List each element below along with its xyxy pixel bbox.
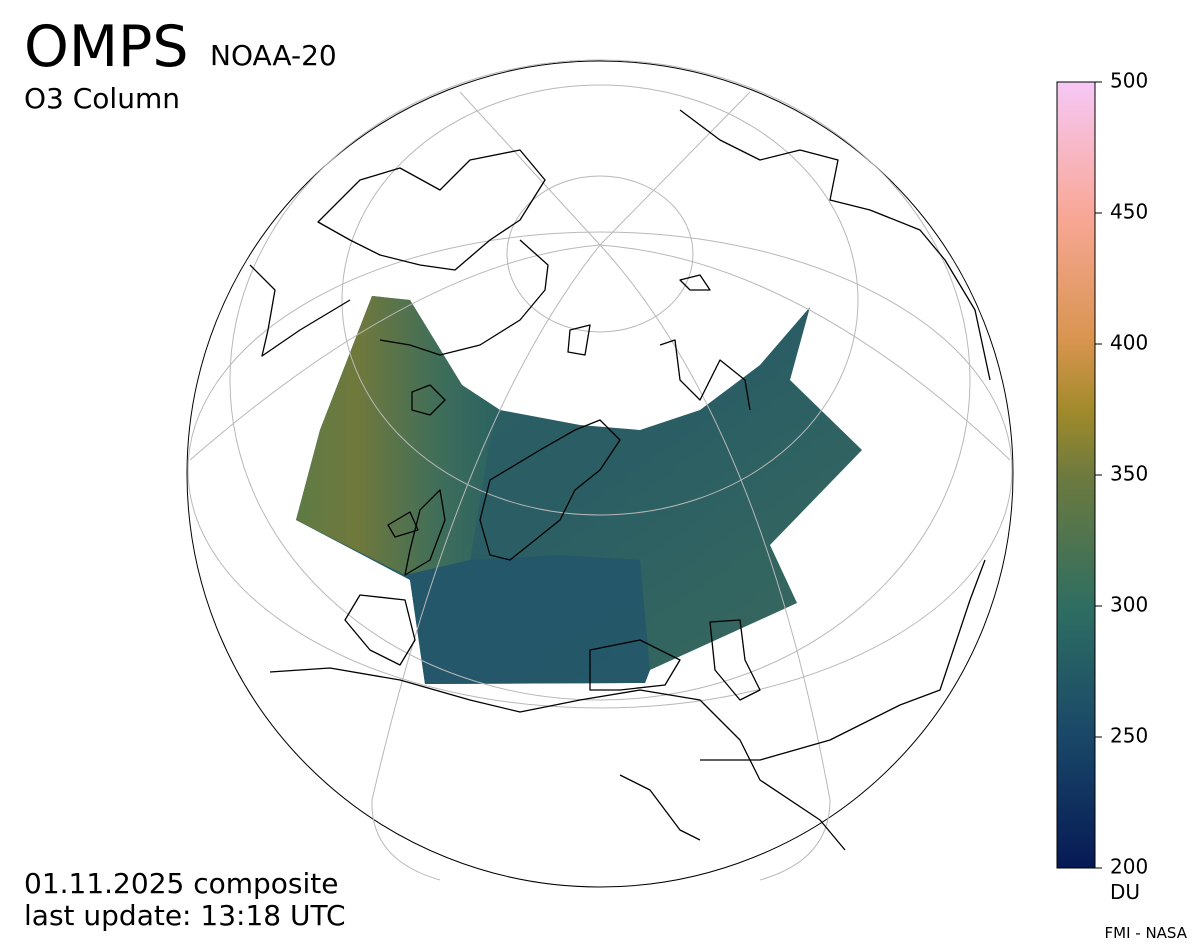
date: 01.11.2025 composite bbox=[24, 867, 339, 900]
credit: FMI - NASA bbox=[1105, 924, 1188, 942]
tick-label: 450 bbox=[1110, 200, 1148, 224]
product: O3 Column bbox=[24, 82, 180, 115]
colorbar-unit: DU bbox=[1110, 880, 1140, 904]
satellite: NOAA-20 bbox=[210, 39, 337, 72]
title: OMPS bbox=[24, 14, 189, 80]
tick-label: 500 bbox=[1110, 69, 1148, 93]
tick-label: 250 bbox=[1110, 724, 1148, 748]
colorbar-ticks: 200 250 300 350 400 450 500 bbox=[1095, 69, 1148, 879]
tick-label: 350 bbox=[1110, 462, 1148, 486]
update-time: last update: 13:18 UTC bbox=[24, 899, 346, 932]
coastlines bbox=[249, 109, 991, 851]
tick-label: 300 bbox=[1110, 593, 1148, 617]
colorbar bbox=[1056, 81, 1096, 869]
tick-label: 400 bbox=[1110, 331, 1148, 355]
graticule bbox=[187, 59, 1013, 881]
tick-label: 200 bbox=[1110, 855, 1148, 879]
